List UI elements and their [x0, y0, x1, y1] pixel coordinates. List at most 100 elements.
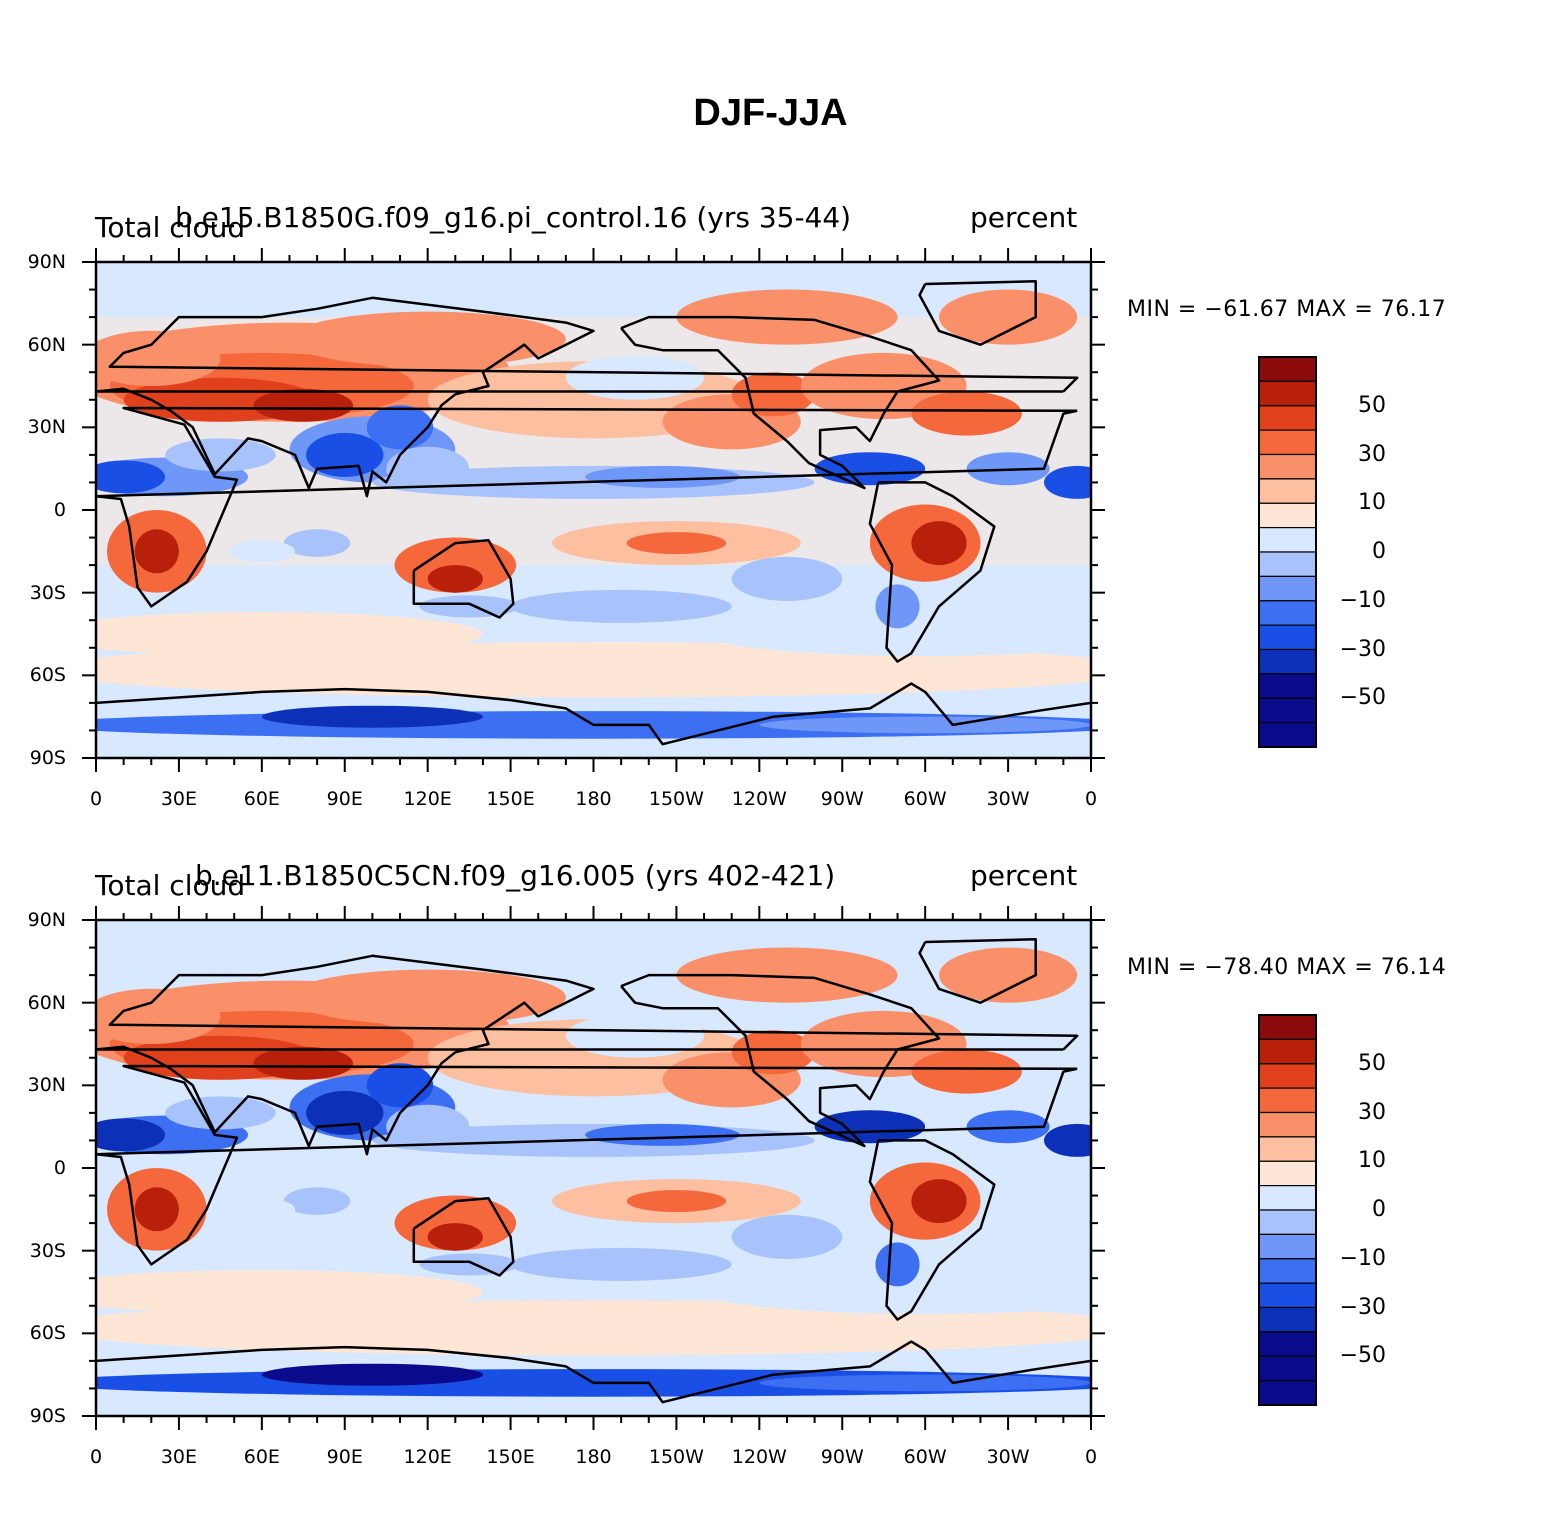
contour-blob [427, 565, 483, 593]
contour-blob [510, 1247, 732, 1281]
lat-tick-label: 60N [27, 333, 66, 356]
colorbar-box [1258, 600, 1317, 626]
map-panel-bottom: Total cloud b.e11.B1850C5CN.f09_g16.005 … [0, 858, 1541, 1518]
colorbar-tick-label: 0 [1372, 539, 1386, 564]
contour-blob [911, 521, 967, 566]
contour-blob [165, 1096, 276, 1130]
colorbar-box [1258, 1209, 1317, 1235]
contour-blob [96, 612, 483, 656]
lat-tick-label: 30N [27, 1074, 66, 1097]
contour-blob [1044, 1123, 1091, 1157]
panel-center-label: b.e15.B1850G.f09_g16.pi_control.16 (yrs … [175, 201, 852, 234]
colorbar-box [1258, 527, 1317, 553]
contour-blob [96, 1270, 483, 1314]
colorbar-box [1258, 1258, 1317, 1284]
colorbar-box [1258, 1233, 1317, 1260]
lat-tick-label: 60N [27, 991, 66, 1014]
map-panel-top: Total cloud b.e15.B1850G.f09_g16.pi_cont… [0, 200, 1541, 860]
contour-blob [704, 612, 1091, 656]
lat-tick-label: 90N [27, 909, 66, 931]
contour-blob [134, 1187, 179, 1232]
coastline [620, 315, 941, 490]
map-canvas [82, 906, 1317, 1430]
colorbar-box [1258, 624, 1317, 651]
lat-tick-label: 30S [29, 1239, 66, 1262]
coastline [96, 954, 1079, 1156]
colorbar-tick-label: 0 [1372, 1197, 1386, 1222]
panel-center-label: b.e11.B1850C5CN.f09_g16.005 (yrs 402-421… [195, 859, 836, 892]
contour-blob [419, 595, 519, 618]
colorbar-tick-label: −10 [1339, 587, 1386, 613]
panel-left-label: Total cloud [95, 869, 246, 902]
contour-blob [939, 289, 1078, 345]
contour-blob [939, 947, 1078, 1003]
axis-ticks [82, 906, 1105, 1430]
lon-tick-label: 0 [89, 1446, 103, 1468]
contour-blob [261, 705, 483, 728]
contour-blob [289, 311, 566, 367]
contour-blob [96, 920, 1091, 956]
contour-blob [814, 1110, 926, 1144]
lat-tick-label: 60S [29, 1322, 66, 1345]
contour-blob [283, 529, 351, 557]
coastline [918, 280, 1037, 346]
panel-left-label: Total cloud [95, 211, 246, 244]
coastline [868, 1139, 996, 1321]
colorbar-box [1258, 551, 1317, 577]
colorbar-box [1258, 405, 1317, 431]
colorbar-frame [1258, 1014, 1317, 1406]
contour-blob [289, 969, 566, 1025]
contour-blob [875, 1242, 920, 1287]
colorbar-box [1258, 502, 1317, 529]
coastline [868, 481, 996, 663]
colorbar-box [1258, 575, 1317, 602]
colorbar-box [1258, 1014, 1317, 1040]
contour-blob [366, 1063, 434, 1108]
min-max-stats: MIN = −78.40 MAX = 76.14 [1127, 955, 1447, 980]
colorbar-tick-label: −10 [1339, 1245, 1386, 1271]
panel-units-label: percent [970, 201, 1078, 234]
colorbar-tick-label: 10 [1358, 490, 1386, 516]
contour-blob [306, 1090, 384, 1135]
colorbar-box [1258, 1111, 1317, 1138]
contour-blob [510, 589, 732, 623]
panel-units-label: percent [970, 859, 1078, 892]
lon-tick-label: 30W [986, 788, 1030, 810]
colorbar-box [1258, 697, 1317, 724]
contour-blob [366, 405, 434, 450]
contour-blob [759, 1374, 1091, 1392]
contour-field [96, 262, 1091, 758]
contour-blob [626, 1190, 727, 1213]
contour-blob [96, 262, 1091, 298]
lon-tick-label: 180 [575, 788, 612, 810]
lat-tick-label: 30S [29, 581, 66, 604]
lat-tick-label: 0 [53, 1157, 66, 1179]
lon-tick-label: 120E [403, 1446, 452, 1468]
axis-ticks [82, 248, 1105, 772]
coastline [96, 1064, 1078, 1266]
map-canvas [82, 248, 1317, 772]
contour-blob [253, 1046, 354, 1080]
contour-blob [585, 1123, 740, 1146]
contour-blob [676, 289, 898, 345]
colorbar-box [1258, 673, 1317, 699]
lon-tick-label: 150W [648, 1446, 704, 1468]
coastline [96, 1340, 1091, 1404]
figure-title: DJF-JJA [693, 92, 848, 134]
lon-tick-label: 0 [1084, 1446, 1098, 1468]
lon-tick-label: 60W [903, 788, 947, 810]
min-max-stats: MIN = −61.67 MAX = 76.17 [1127, 297, 1447, 322]
colorbar-box [1258, 1306, 1317, 1333]
lon-tick-label: 90W [820, 1446, 864, 1468]
colorbar-box [1258, 1379, 1317, 1406]
coastline [620, 973, 941, 1148]
colorbar-frame [1258, 356, 1317, 748]
lat-tick-label: 90N [27, 251, 66, 273]
lon-tick-label: 30E [160, 788, 197, 810]
contour-blob [134, 529, 179, 574]
lon-tick-label: 60W [903, 1446, 947, 1468]
coastline [96, 296, 1079, 498]
contour-blob [394, 1195, 517, 1251]
colorbar-box [1258, 356, 1317, 382]
colorbar-box [1258, 1038, 1317, 1065]
